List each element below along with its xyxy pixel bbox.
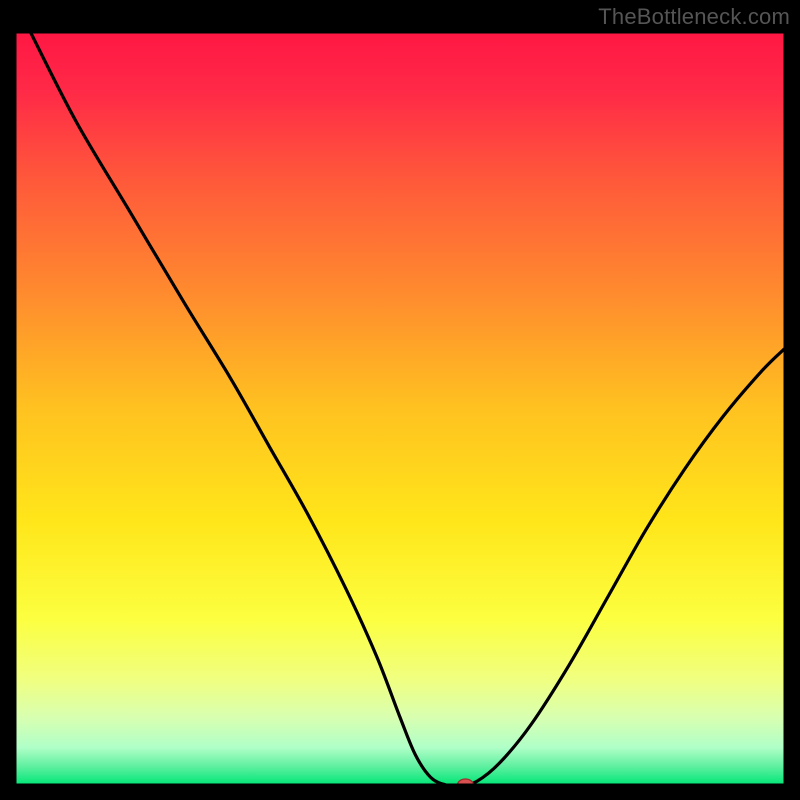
plot-background xyxy=(15,32,785,785)
watermark-text: TheBottleneck.com xyxy=(598,4,790,30)
bottleneck-chart xyxy=(0,0,800,800)
chart-container: TheBottleneck.com xyxy=(0,0,800,800)
